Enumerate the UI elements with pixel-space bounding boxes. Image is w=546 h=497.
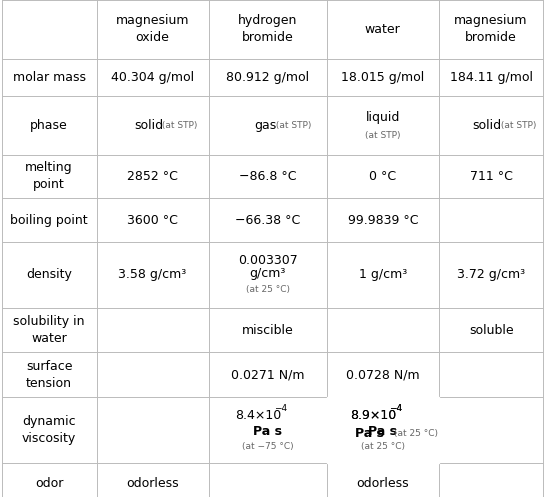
Text: liquid: liquid (366, 110, 400, 124)
Text: solid: solid (134, 119, 163, 132)
Text: Pa s: Pa s (355, 427, 384, 440)
Text: Pa s: Pa s (369, 425, 397, 438)
Text: (at STP): (at STP) (365, 131, 401, 140)
Text: 8.9×10: 8.9×10 (350, 409, 396, 422)
Text: 0.0728 N/m: 0.0728 N/m (346, 368, 420, 381)
Text: magnesium
oxide: magnesium oxide (116, 14, 189, 44)
Text: gas: gas (254, 119, 277, 132)
Text: (at 25 °C): (at 25 °C) (361, 442, 405, 451)
Text: −4: −4 (389, 405, 402, 414)
Text: 40.304 g/mol: 40.304 g/mol (111, 71, 194, 84)
Text: odorless: odorless (126, 477, 179, 490)
Text: density: density (26, 268, 72, 281)
Text: (at 25 °C): (at 25 °C) (394, 429, 438, 438)
Text: hydrogen
bromide: hydrogen bromide (238, 14, 298, 44)
Text: 0 °C: 0 °C (369, 170, 396, 183)
Text: g/cm³: g/cm³ (250, 267, 286, 280)
Text: molar mass: molar mass (13, 71, 86, 84)
Text: 8.4×10: 8.4×10 (235, 409, 281, 422)
Text: 3.72 g/cm³: 3.72 g/cm³ (457, 268, 525, 281)
Text: 8.9×10: 8.9×10 (350, 409, 396, 422)
Text: −86.8 °C: −86.8 °C (239, 170, 296, 183)
Text: 80.912 g/mol: 80.912 g/mol (226, 71, 309, 84)
Text: water: water (365, 23, 401, 36)
Text: melting
point: melting point (25, 162, 73, 191)
Text: −4: −4 (274, 405, 287, 414)
Text: solid: solid (473, 119, 502, 132)
Text: 3.58 g/cm³: 3.58 g/cm³ (118, 268, 187, 281)
Text: (at −75 °C): (at −75 °C) (242, 442, 294, 451)
Text: (at STP): (at STP) (272, 121, 311, 130)
Text: (at STP): (at STP) (497, 121, 536, 130)
Text: 711 °C: 711 °C (470, 170, 513, 183)
Text: Pa s: Pa s (253, 425, 282, 438)
Text: 184.11 g/mol: 184.11 g/mol (449, 71, 532, 84)
Text: miscible: miscible (242, 324, 294, 336)
Text: phase: phase (30, 119, 68, 132)
Text: dynamic
viscosity: dynamic viscosity (22, 415, 76, 445)
Bar (327, 397, 439, 463)
Text: 1 g/cm³: 1 g/cm³ (359, 268, 407, 281)
Text: odor: odor (35, 477, 63, 490)
Text: surface
tension: surface tension (26, 360, 73, 390)
Text: (at STP): (at STP) (159, 121, 198, 130)
Text: 99.9839 °C: 99.9839 °C (348, 214, 418, 227)
Text: odorless: odorless (357, 477, 409, 490)
Text: 2852 °C: 2852 °C (127, 170, 178, 183)
Text: boiling point: boiling point (10, 214, 88, 227)
Text: magnesium
bromide: magnesium bromide (454, 14, 528, 44)
Text: solubility in
water: solubility in water (14, 315, 85, 345)
Text: 3600 °C: 3600 °C (127, 214, 178, 227)
Text: soluble: soluble (469, 324, 513, 336)
Text: 18.015 g/mol: 18.015 g/mol (341, 71, 424, 84)
Text: 0.003307: 0.003307 (238, 254, 298, 267)
Text: −66.38 °C: −66.38 °C (235, 214, 300, 227)
Text: 0.0271 N/m: 0.0271 N/m (231, 368, 305, 381)
Text: −4: −4 (389, 405, 402, 414)
Text: (at 25 °C): (at 25 °C) (246, 285, 290, 294)
